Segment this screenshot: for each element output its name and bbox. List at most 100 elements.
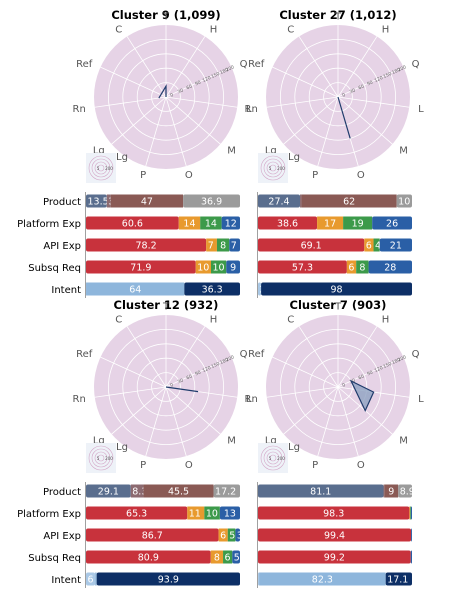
bar-segment-label: 36.9 bbox=[201, 197, 222, 208]
bar-segment bbox=[301, 194, 397, 208]
radar-spoke bbox=[165, 356, 232, 388]
bar-segment bbox=[206, 238, 217, 252]
bar-segment bbox=[110, 194, 184, 208]
bar-segment bbox=[227, 528, 236, 542]
inset-ring bbox=[266, 451, 280, 465]
bar-segment bbox=[221, 216, 240, 230]
radar-scale-tick: 0 bbox=[341, 92, 346, 99]
radar-spoke bbox=[317, 96, 339, 167]
row-label: API Exp bbox=[43, 531, 81, 542]
bar-segment-label: 28 bbox=[384, 263, 396, 274]
bar-segment-label: 36.3 bbox=[202, 285, 223, 296]
bar-segment-label: 13 bbox=[224, 509, 236, 520]
radar-scale-tick: 150 bbox=[210, 361, 220, 370]
radar-axis-label: O bbox=[357, 460, 365, 471]
radar-spoke bbox=[337, 386, 359, 457]
bar-segment bbox=[229, 238, 240, 252]
bar-segment-label: 6 bbox=[88, 575, 94, 586]
bar-segment-label: 4 bbox=[375, 241, 381, 252]
inset-axis-label: Lg bbox=[288, 152, 300, 163]
bar-segment-label: 6 bbox=[220, 531, 226, 542]
radar-scale-tick: 60 bbox=[357, 373, 365, 381]
inset-tick: 5 bbox=[97, 166, 100, 171]
bar-segment bbox=[143, 484, 214, 498]
radar-scale-tick: 150 bbox=[382, 71, 392, 80]
bar-segment-label: 21 bbox=[390, 241, 402, 252]
bar-segment-label: 8 bbox=[214, 553, 220, 564]
radar-scale-tick: 200 bbox=[397, 64, 407, 73]
row-label: Platform Exp bbox=[17, 219, 81, 230]
bar-segment bbox=[184, 282, 240, 296]
radar-spoke bbox=[298, 326, 339, 388]
inset-ring bbox=[260, 445, 286, 471]
radar-spoke bbox=[266, 386, 339, 398]
inset-ring bbox=[91, 448, 111, 468]
bar-segment bbox=[183, 194, 240, 208]
radar-scale-tick: 30 bbox=[177, 377, 185, 385]
bar-segment bbox=[210, 550, 224, 564]
radar-scale-tick: 90 bbox=[194, 79, 202, 87]
bar-segment bbox=[372, 216, 412, 230]
bar-segment bbox=[226, 260, 240, 274]
bar-segment-label: 98.3 bbox=[323, 509, 344, 520]
bar-segment-label: 9 bbox=[388, 487, 394, 498]
radar-spoke bbox=[94, 96, 167, 108]
panel-title: Cluster 27 (1,012) bbox=[279, 8, 396, 22]
bar-segment-label: 3 bbox=[237, 531, 243, 542]
radar-spoke bbox=[111, 386, 167, 435]
panel-title: Cluster 9 (1,099) bbox=[111, 8, 220, 22]
radar-spoke bbox=[283, 386, 339, 435]
bar-segment-label: 14 bbox=[183, 219, 195, 230]
radar-series-line bbox=[165, 386, 199, 393]
bar-segment bbox=[213, 484, 240, 498]
radar-axis-label: Lg bbox=[93, 146, 105, 157]
bar-segment-label: 78.2 bbox=[136, 241, 157, 252]
bar-segment bbox=[86, 550, 211, 564]
inset-tick: 200 bbox=[277, 456, 285, 461]
bar-segment-label: 19 bbox=[352, 219, 364, 230]
radar-spoke bbox=[165, 386, 187, 457]
bar-segment-label: 65.3 bbox=[126, 509, 147, 520]
radar-scale-tick: 180 bbox=[391, 357, 401, 366]
bar-segment-label: 47 bbox=[141, 197, 153, 208]
radar-scale-tick: 30 bbox=[349, 87, 357, 95]
bar-segment-label: 98 bbox=[330, 285, 342, 296]
radar-scale-tick: 120 bbox=[374, 75, 384, 84]
bar-segment-label: 64 bbox=[129, 285, 141, 296]
radar-axis-label: T bbox=[162, 302, 170, 313]
radar-axis-label: H bbox=[382, 314, 390, 325]
panel-title: Cluster 7 (903) bbox=[290, 298, 387, 312]
radar-spoke bbox=[165, 36, 206, 98]
radar-spoke bbox=[100, 66, 167, 98]
radar-axis-label: Lg bbox=[265, 146, 277, 157]
panel-title: Cluster 12 (932) bbox=[114, 298, 219, 312]
radar-axis-label: H bbox=[210, 314, 218, 325]
bar-segment bbox=[384, 484, 399, 498]
bar-segment-label: 26 bbox=[386, 219, 398, 230]
radar-scale-tick: 150 bbox=[210, 71, 220, 80]
bar-segment bbox=[383, 484, 385, 498]
bar-segment-label: 14 bbox=[205, 219, 217, 230]
bar-segment bbox=[364, 238, 374, 252]
bar-segment bbox=[86, 572, 96, 586]
radar-spoke bbox=[165, 66, 232, 98]
bar-segment-label: 86.7 bbox=[142, 531, 163, 542]
row-label: Platform Exp bbox=[17, 509, 81, 520]
radar-scale-tick: 60 bbox=[357, 83, 365, 91]
radar-spoke bbox=[298, 36, 339, 98]
radar-series-area bbox=[349, 379, 375, 412]
bar-segment-label: 6 bbox=[366, 241, 372, 252]
inset-ring bbox=[263, 448, 283, 468]
bar-segment-label: 80.9 bbox=[138, 553, 159, 564]
bar-segment bbox=[223, 550, 233, 564]
bar-segment bbox=[200, 216, 222, 230]
radar-spoke bbox=[337, 36, 378, 98]
inset-axis-label: Lg bbox=[288, 442, 300, 453]
radar-spoke bbox=[165, 326, 206, 388]
row-label: Intent bbox=[51, 285, 81, 296]
bar-segment bbox=[379, 238, 412, 252]
radar-axis-label: H bbox=[210, 24, 218, 35]
bar-segment bbox=[204, 506, 220, 520]
